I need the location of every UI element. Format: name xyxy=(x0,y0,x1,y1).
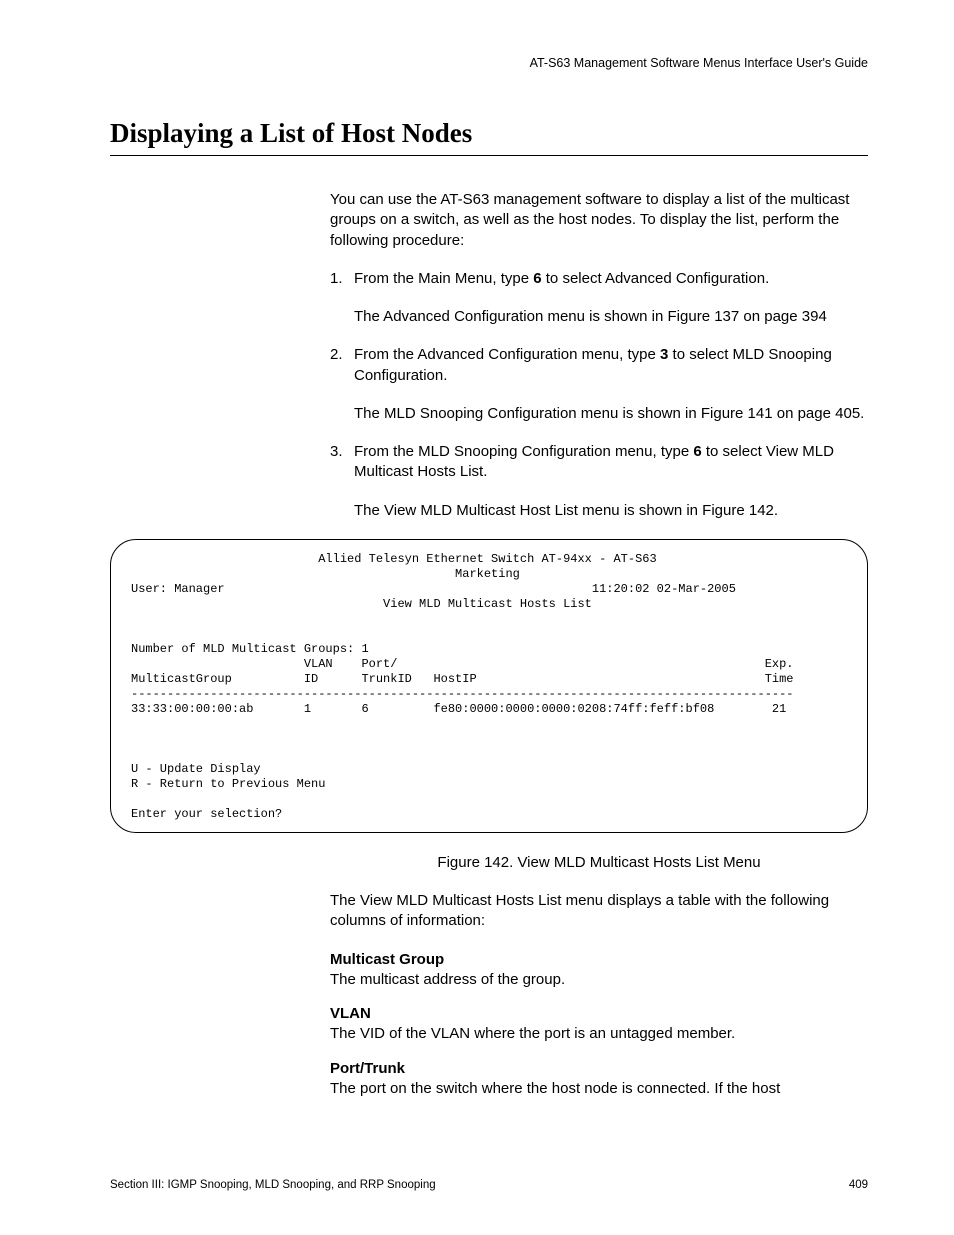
section-heading: Displaying a List of Host Nodes xyxy=(110,118,868,156)
step-sub: The MLD Snooping Configuration menu is s… xyxy=(354,404,868,424)
running-header: AT-S63 Management Software Menus Interfa… xyxy=(110,56,868,70)
step-pre: From the Advanced Configuration menu, ty… xyxy=(354,346,660,363)
step-number: 3. xyxy=(330,442,354,521)
step-pre: From the Main Menu, type xyxy=(354,270,533,287)
after-figure-paragraph: The View MLD Multicast Hosts List menu d… xyxy=(330,891,868,932)
procedure-list: 1. From the Main Menu, type 6 to select … xyxy=(330,269,868,521)
step-post: to select Advanced Configuration. xyxy=(542,270,770,287)
definition-item: Port/Trunk The port on the switch where … xyxy=(330,1059,868,1100)
step-bold: 6 xyxy=(693,443,701,460)
definition-term: Multicast Group xyxy=(330,950,868,970)
body-content: You can use the AT-S63 management softwa… xyxy=(330,190,868,521)
step-number: 1. xyxy=(330,269,354,328)
step-sub: The View MLD Multicast Host List menu is… xyxy=(354,501,868,521)
page-footer: Section III: IGMP Snooping, MLD Snooping… xyxy=(110,1179,868,1191)
list-item: 2. From the Advanced Configuration menu,… xyxy=(330,345,868,424)
definition-term: Port/Trunk xyxy=(330,1059,868,1079)
step-number: 2. xyxy=(330,345,354,424)
definition-item: VLAN The VID of the VLAN where the port … xyxy=(330,1004,868,1045)
after-figure-block: Figure 142. View MLD Multicast Hosts Lis… xyxy=(330,853,868,1099)
figure-caption: Figure 142. View MLD Multicast Hosts Lis… xyxy=(330,853,868,873)
definition-term: VLAN xyxy=(330,1004,868,1024)
step-text: From the Advanced Configuration menu, ty… xyxy=(354,345,868,424)
footer-section: Section III: IGMP Snooping, MLD Snooping… xyxy=(110,1179,436,1191)
step-sub: The Advanced Configuration menu is shown… xyxy=(354,307,868,327)
definition-desc: The VID of the VLAN where the port is an… xyxy=(330,1024,868,1044)
definition-desc: The multicast address of the group. xyxy=(330,970,868,990)
terminal-figure: Allied Telesyn Ethernet Switch AT-94xx -… xyxy=(110,539,868,833)
list-item: 1. From the Main Menu, type 6 to select … xyxy=(330,269,868,328)
definition-item: Multicast Group The multicast address of… xyxy=(330,950,868,991)
step-text: From the Main Menu, type 6 to select Adv… xyxy=(354,269,868,328)
step-bold: 6 xyxy=(533,270,541,287)
page: AT-S63 Management Software Menus Interfa… xyxy=(0,0,954,1235)
list-item: 3. From the MLD Snooping Configuration m… xyxy=(330,442,868,521)
step-pre: From the MLD Snooping Configuration menu… xyxy=(354,443,693,460)
terminal-screen: Allied Telesyn Ethernet Switch AT-94xx -… xyxy=(110,539,868,833)
intro-paragraph: You can use the AT-S63 management softwa… xyxy=(330,190,868,251)
definition-desc: The port on the switch where the host no… xyxy=(330,1079,868,1099)
step-text: From the MLD Snooping Configuration menu… xyxy=(354,442,868,521)
page-number: 409 xyxy=(849,1179,868,1191)
